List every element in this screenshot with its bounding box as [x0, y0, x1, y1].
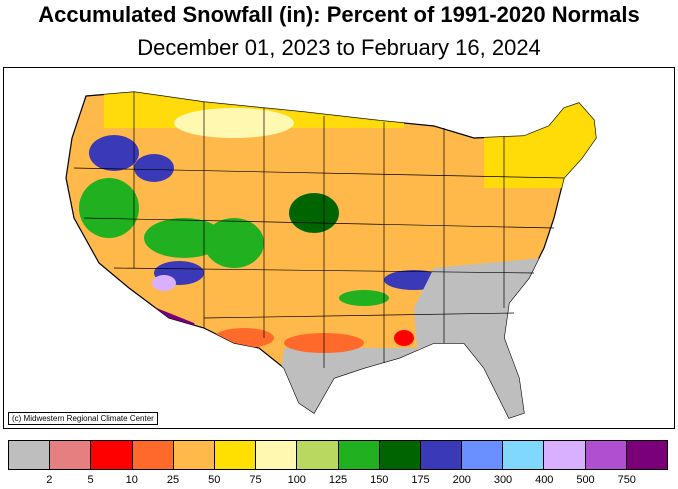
- color-legend: [8, 440, 668, 470]
- legend-swatch: [256, 441, 298, 469]
- legend-label: 25: [166, 474, 180, 486]
- legend-label: 750: [617, 474, 636, 486]
- legend-label: 2: [46, 474, 53, 486]
- legend-swatch: [544, 441, 586, 469]
- legend-label: 125: [328, 474, 348, 486]
- state-boundaries: [73, 92, 565, 368]
- legend-label: 500: [576, 474, 595, 486]
- legend-label: 10: [125, 474, 138, 486]
- legend-labels: 2 5 10 25 50 75 100 125 150 175 200 300 400 500 750: [8, 474, 668, 488]
- map-subtitle: December 01, 2023 to February 16, 2024: [137, 35, 541, 60]
- legend-swatch: [91, 441, 133, 469]
- map-title: Accumulated Snowfall (in): Percent of 19…: [38, 2, 640, 27]
- legend-label: 5: [87, 474, 94, 486]
- legend-swatch: [503, 441, 545, 469]
- legend-swatch: [585, 441, 627, 469]
- legend-swatch: [214, 441, 257, 469]
- legend-label: 175: [411, 474, 430, 486]
- map-graphic: [65, 91, 597, 419]
- legend-swatch: [9, 441, 51, 469]
- legend-swatch: [420, 441, 463, 469]
- credit-label: (c) Midwestern Regional Climate Center: [8, 412, 158, 425]
- legend-label: 400: [535, 474, 554, 486]
- legend-label: 150: [370, 474, 389, 486]
- legend-swatch: [50, 441, 92, 469]
- legend-swatch: [626, 441, 667, 469]
- snowfall-map: (c) Midwestern Regional Climate Center: [3, 67, 675, 429]
- legend-swatch: [338, 441, 380, 469]
- legend-label: 300: [493, 474, 513, 486]
- legend-swatch: [173, 441, 215, 469]
- legend-swatch: [132, 441, 174, 469]
- legend-label: 100: [287, 474, 306, 486]
- legend-swatch: [379, 441, 421, 469]
- legend-label: 50: [208, 474, 221, 486]
- legend-label: 75: [249, 474, 262, 486]
- legend-swatch: [297, 441, 339, 469]
- legend-label: 200: [452, 474, 471, 486]
- legend-swatch: [462, 441, 504, 469]
